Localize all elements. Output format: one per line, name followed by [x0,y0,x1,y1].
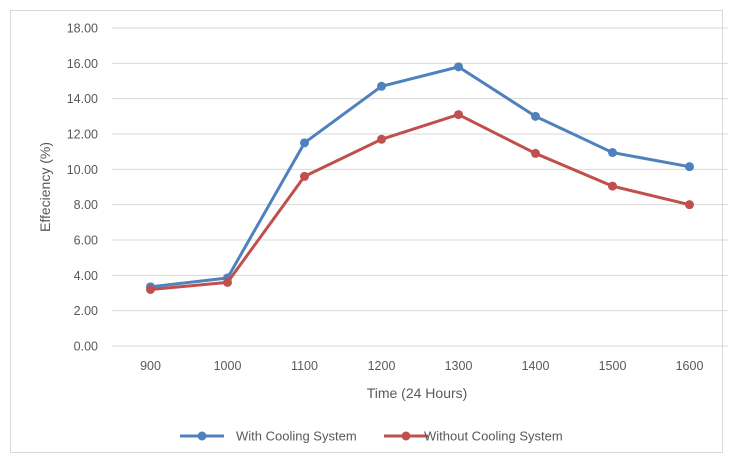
chart-frame [10,10,723,453]
y-tick-label: 10.00 [67,163,98,177]
y-tick-label: 8.00 [74,198,98,212]
y-tick-label: 0.00 [74,340,98,354]
data-point [531,148,540,158]
data-point [685,162,694,172]
x-tick-label: 900 [140,359,161,373]
x-tick-label: 1600 [676,359,704,373]
data-point [300,171,309,181]
y-tick-label: 18.00 [67,22,98,36]
y-tick-label: 2.00 [74,304,98,318]
data-point [377,134,386,144]
data-point [685,200,694,210]
x-tick-label: 1400 [522,359,550,373]
legend-swatch-marker [197,431,207,441]
data-point [531,111,540,121]
y-tick-label: 16.00 [67,57,98,71]
data-point [300,138,309,148]
y-tick-label: 14.00 [67,92,98,106]
data-point [454,110,463,120]
data-point [608,181,617,191]
y-tick-label: 12.00 [67,128,98,142]
series-line-1 [149,65,691,289]
y-tick-label: 4.00 [74,269,98,283]
x-tick-label: 1100 [291,359,318,373]
x-tick-label: 1300 [445,359,473,373]
series-line-2 [149,113,691,291]
data-point [223,277,232,287]
data-point [608,148,617,158]
y-tick-label: 6.00 [74,234,98,248]
legend-label: Without Cooling System [424,429,563,444]
x-axis-title: Time (24 Hours) [367,385,468,401]
y-axis-title: Effeciency (%) [37,142,53,232]
data-point [377,81,386,91]
x-tick-label: 1200 [368,359,396,373]
data-point [454,62,463,72]
legend-swatch-marker [401,431,411,441]
x-tick-label: 1000 [214,359,242,373]
legend-label: With Cooling System [236,429,357,444]
x-tick-label: 1500 [599,359,627,373]
data-point [146,284,155,294]
